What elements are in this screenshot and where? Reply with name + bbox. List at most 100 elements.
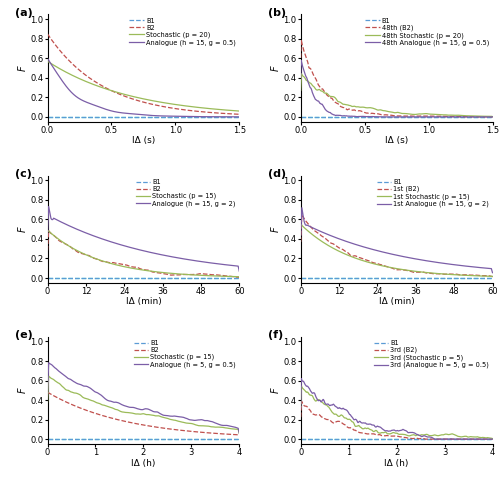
B1 — [158, 275, 164, 281]
Line: 48th Analogue (h = 15, g = 0.5): 48th Analogue (h = 15, g = 0.5) — [300, 60, 492, 117]
48th Analogue (h = 15, g = 0.5) — [385, 114, 391, 120]
Legend: B1, B2, Stochastic (p = 20), Analogue (h = 15, g = 0.5): B1, B2, Stochastic (p = 20), Analogue (h… — [127, 15, 238, 48]
Stochastic (p = 15) — [148, 268, 154, 274]
48th (B2) — [298, 36, 304, 42]
Text: (e): (e) — [15, 330, 32, 340]
B2 — [202, 271, 208, 277]
B1 — [389, 275, 395, 281]
X-axis label: lΔ (h): lΔ (h) — [131, 458, 156, 468]
1st (B2) — [486, 273, 492, 278]
Line: 3rd (Stochastic p = 5): 3rd (Stochastic p = 5) — [300, 386, 492, 439]
1st Stochastic (p = 15) — [389, 265, 395, 271]
Y-axis label: F: F — [18, 387, 28, 393]
48th Analogue (h = 15, g = 0.5) — [390, 114, 396, 120]
1st (B2) — [490, 274, 496, 280]
Stochastic (p = 20) — [148, 97, 154, 103]
B1 — [236, 114, 242, 120]
X-axis label: lΔ (h): lΔ (h) — [384, 458, 409, 468]
Line: 1st Stochastic (p = 15): 1st Stochastic (p = 15) — [300, 224, 492, 276]
48th Analogue (h = 15, g = 0.5) — [402, 114, 408, 120]
Stochastic (p = 15) — [136, 411, 142, 417]
Line: Analogue (h = 15, g = 0.5): Analogue (h = 15, g = 0.5) — [48, 59, 240, 117]
48th Stochastic (p = 20) — [402, 110, 408, 116]
Analogue (h = 5, g = 0.5) — [236, 430, 242, 436]
3rd (Analogue h = 5, g = 0.5) — [442, 436, 448, 442]
3rd (Analogue h = 5, g = 0.5) — [490, 436, 496, 442]
48th (B2) — [486, 114, 492, 120]
B1 — [44, 436, 51, 442]
Text: (c): (c) — [15, 169, 32, 179]
48th Analogue (h = 15, g = 0.5) — [390, 114, 396, 120]
B1 — [148, 275, 154, 281]
B1 — [442, 436, 448, 442]
Analogue (h = 15, g = 0.5) — [44, 56, 51, 61]
Text: (d): (d) — [268, 169, 286, 179]
B1 — [298, 436, 304, 442]
48th Analogue (h = 15, g = 0.5) — [456, 114, 462, 120]
3rd (Analogue h = 5, g = 0.5) — [411, 430, 417, 436]
B1 — [426, 436, 432, 442]
Line: 3rd (B2): 3rd (B2) — [300, 401, 492, 439]
Stochastic (p = 20) — [44, 59, 51, 64]
1st Stochastic (p = 15) — [298, 221, 304, 227]
48th Stochastic (p = 20) — [412, 111, 418, 117]
Analogue (h = 5, g = 0.5) — [148, 408, 154, 414]
1st Analogue (h = 15, g = 2) — [298, 233, 304, 239]
B2 — [158, 425, 164, 431]
Stochastic (p = 20) — [136, 95, 141, 101]
Stochastic (p = 15) — [44, 228, 51, 233]
X-axis label: lΔ (s): lΔ (s) — [132, 136, 155, 145]
3rd (B2) — [298, 398, 304, 404]
3rd (Stochastic p = 5) — [332, 411, 338, 417]
3rd (Analogue h = 5, g = 0.5) — [385, 428, 391, 434]
Analogue (h = 5, g = 0.5) — [202, 418, 208, 423]
Stochastic (p = 15) — [236, 274, 242, 279]
B2 — [148, 101, 154, 107]
B2 — [137, 98, 143, 104]
1st (B2) — [390, 266, 396, 272]
Text: (f): (f) — [268, 330, 283, 340]
48th Analogue (h = 15, g = 0.5) — [490, 114, 496, 120]
Y-axis label: F: F — [270, 387, 280, 393]
1st Analogue (h = 15, g = 2) — [412, 256, 418, 262]
Analogue (h = 15, g = 0.5) — [158, 113, 164, 119]
Stochastic (p = 15) — [159, 414, 165, 420]
B1 — [490, 275, 496, 281]
B1 — [236, 275, 242, 281]
B2 — [46, 228, 52, 234]
Line: B2: B2 — [48, 34, 240, 114]
Analogue (h = 15, g = 0.5) — [236, 114, 242, 120]
1st Stochastic (p = 15) — [402, 267, 407, 273]
3rd (B2) — [442, 436, 448, 442]
3rd (B2) — [490, 436, 496, 442]
Line: Stochastic (p = 15): Stochastic (p = 15) — [48, 230, 240, 276]
B1 — [384, 436, 390, 442]
Stochastic (p = 15) — [136, 266, 141, 272]
48th (B2) — [389, 112, 395, 118]
3rd (B2) — [298, 414, 304, 420]
1st (B2) — [456, 272, 462, 277]
Line: 3rd (Analogue h = 5, g = 0.5): 3rd (Analogue h = 5, g = 0.5) — [300, 379, 492, 439]
48th Stochastic (p = 20) — [390, 109, 396, 115]
Analogue (h = 15, g = 2) — [202, 259, 208, 265]
B1 — [490, 436, 496, 442]
Stochastic (p = 20) — [232, 108, 237, 114]
1st Stochastic (p = 15) — [390, 265, 396, 271]
Analogue (h = 15, g = 2) — [232, 263, 238, 269]
B2 — [202, 109, 207, 115]
Analogue (h = 5, g = 0.5) — [137, 407, 143, 412]
X-axis label: lΔ (min): lΔ (min) — [378, 298, 414, 306]
B2 — [236, 111, 242, 117]
B2 — [136, 98, 141, 104]
Stochastic (p = 15) — [236, 431, 242, 436]
Stochastic (p = 15) — [232, 426, 238, 432]
X-axis label: lΔ (s): lΔ (s) — [385, 136, 408, 145]
B1 — [137, 275, 143, 281]
Line: B2: B2 — [48, 392, 240, 435]
X-axis label: lΔ (min): lΔ (min) — [126, 298, 162, 306]
48th (B2) — [298, 61, 304, 67]
48th Stochastic (p = 20) — [389, 109, 395, 115]
B1 — [137, 436, 143, 442]
B2 — [44, 248, 51, 253]
Legend: B1, 48th (B2), 48th Stochastic (p = 20), 48th Analogue (h = 15, g = 0.5): B1, 48th (B2), 48th Stochastic (p = 20),… — [362, 15, 492, 49]
